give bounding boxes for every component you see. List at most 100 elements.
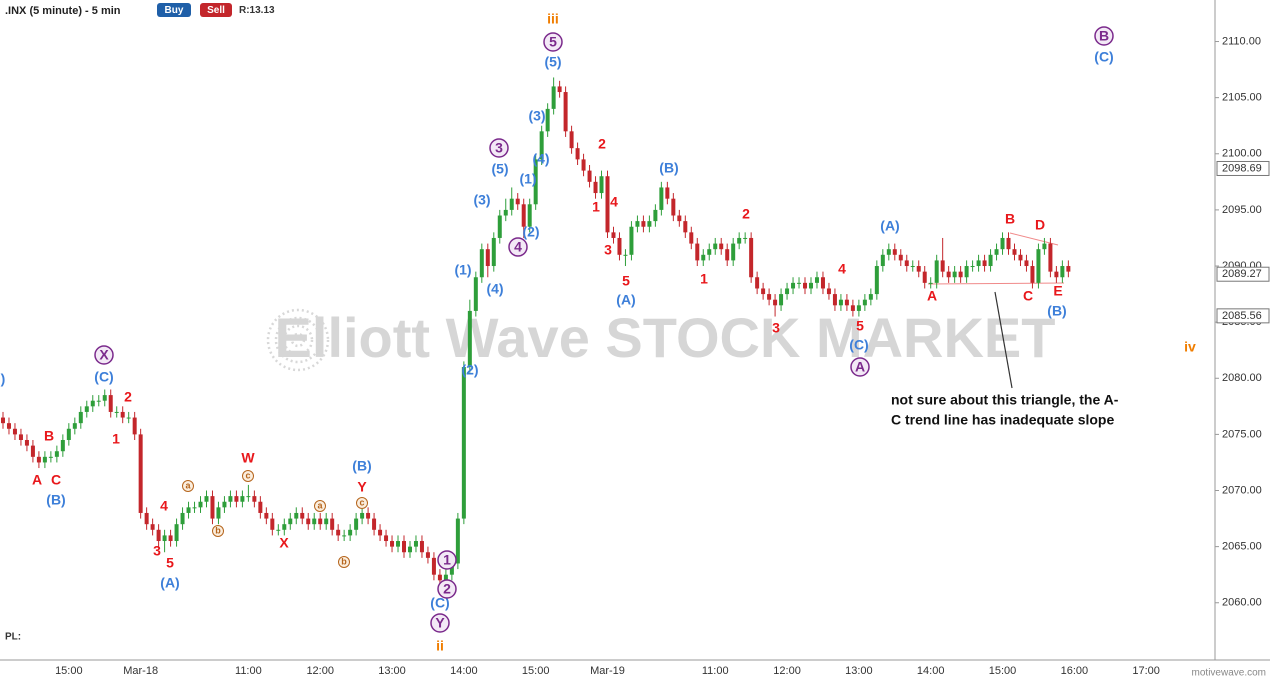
x-tick-label: 16:00 <box>1061 665 1089 677</box>
candle-body <box>306 518 311 525</box>
candle-body <box>443 574 448 581</box>
y-tick-label: 2075.00 <box>1222 428 1262 440</box>
candle-body <box>1048 243 1053 272</box>
candle-body <box>372 518 377 530</box>
wave-label: A <box>855 359 865 375</box>
price-marker-label: 2085.56 <box>1222 310 1262 322</box>
ratio: R:13.13 <box>239 5 275 16</box>
candle-body <box>737 237 742 244</box>
candle-body <box>725 249 730 261</box>
x-tick-label: 15:00 <box>55 665 83 677</box>
wave-label: (1) <box>454 262 471 278</box>
candle-body <box>1000 237 1005 250</box>
candle-body <box>467 310 472 368</box>
wave-label: (C) <box>1094 49 1113 65</box>
sell-button[interactable] <box>200 3 232 17</box>
candle-body <box>72 423 77 429</box>
wave-circle <box>242 470 254 482</box>
candle-body <box>84 406 89 412</box>
candle-body <box>928 282 933 284</box>
wave-label: (4) <box>486 281 503 297</box>
y-tick-label: 2065.00 <box>1222 541 1262 553</box>
candle-body <box>515 198 520 205</box>
candle-body <box>318 518 323 525</box>
candle-body <box>276 529 281 531</box>
candle-body <box>24 440 29 446</box>
pl-label: PL: <box>5 632 21 643</box>
wave-circle <box>182 480 194 492</box>
y-tick-label: 2095.00 <box>1222 204 1262 216</box>
candle-body <box>1018 254 1023 261</box>
candle-body <box>605 176 610 233</box>
buy-button[interactable] <box>157 3 191 17</box>
wave-label: iii <box>547 11 559 27</box>
y-tick-label: 2110.00 <box>1222 35 1261 47</box>
candle-body <box>832 294 837 306</box>
candle-body <box>521 204 526 227</box>
candle-body <box>330 518 335 530</box>
candle-body <box>473 277 478 311</box>
wave-label: X <box>99 347 109 363</box>
wave-label: X <box>279 535 289 551</box>
candle-body <box>36 456 41 463</box>
wave-label: 2 <box>598 136 606 152</box>
candle-body <box>204 496 209 502</box>
wave-label: 5 <box>622 273 630 289</box>
candle-body <box>366 512 371 519</box>
candle-body <box>617 237 622 255</box>
sell-label[interactable]: Sell <box>207 5 225 16</box>
candle-body <box>803 282 808 289</box>
wave-label: D <box>1035 217 1045 233</box>
candle-body <box>258 501 263 513</box>
candle-body <box>647 221 652 227</box>
candle-body <box>384 535 389 542</box>
candle-body <box>114 411 119 413</box>
candle-body <box>42 456 47 463</box>
candle-body <box>96 400 101 402</box>
candle-body <box>767 294 772 300</box>
watermark-logo <box>266 308 330 372</box>
candle-body <box>144 512 149 525</box>
y-tick-label: 2100.00 <box>1222 148 1262 160</box>
candle-body <box>761 288 766 295</box>
wave-label: 4 <box>514 239 522 255</box>
candle-body <box>270 518 275 530</box>
candle-body <box>922 271 927 283</box>
wave-label: (B) <box>1047 303 1066 319</box>
candle-body <box>527 204 532 227</box>
y-tick-label: 2060.00 <box>1222 597 1262 609</box>
candle-body <box>545 108 550 132</box>
wave-label: (A) <box>880 218 899 234</box>
candle-body <box>892 249 897 255</box>
candle-body <box>132 417 137 435</box>
candle-body <box>976 260 981 267</box>
candle-body <box>862 299 867 306</box>
candle-body <box>503 209 508 216</box>
candle-body <box>629 226 634 255</box>
candle-body <box>60 440 65 452</box>
wave-circle <box>543 32 563 52</box>
candle-body <box>701 254 706 261</box>
candle-body <box>413 541 418 547</box>
wave-label: 2 <box>443 581 451 597</box>
candle-body <box>264 512 269 519</box>
brand: motivewave.com <box>1192 668 1266 679</box>
candle-body <box>749 237 754 278</box>
wave-label: 4 <box>160 498 168 514</box>
candle-body <box>390 541 395 547</box>
wave-label: 1 <box>443 552 451 568</box>
wave-label: (2) <box>522 224 539 240</box>
buy-label[interactable]: Buy <box>165 5 184 16</box>
candle-body <box>18 434 23 440</box>
wave-label: 5 <box>549 34 557 50</box>
wave-label: (B) <box>659 160 678 176</box>
price-marker <box>1216 160 1270 176</box>
candle-body <box>168 535 173 542</box>
wave-label: C <box>1023 288 1033 304</box>
wave-label: 4 <box>610 194 618 210</box>
wave-label: (A) <box>616 292 635 308</box>
candle-body <box>198 501 203 508</box>
wave-label: A <box>927 288 937 304</box>
wave-circle <box>437 579 457 599</box>
